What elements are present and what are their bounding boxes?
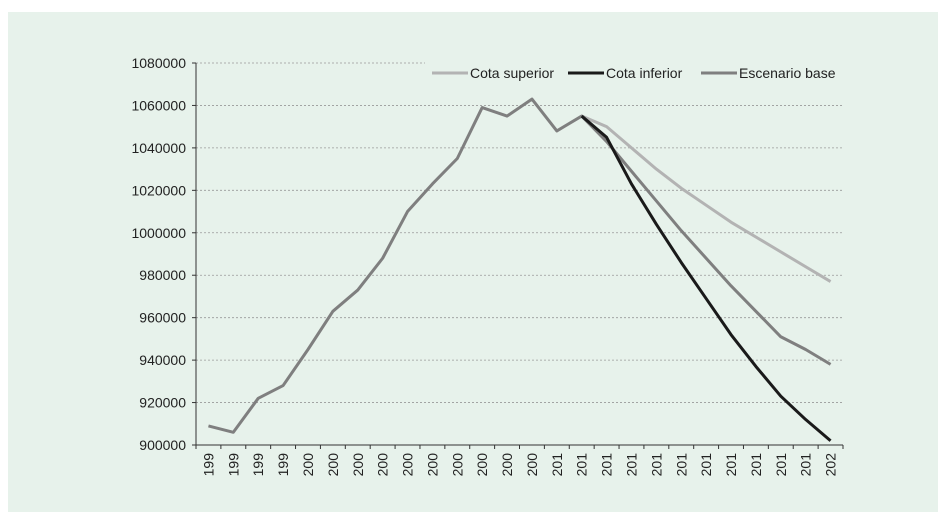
y-tick-label: 1020000 xyxy=(131,182,186,198)
y-tick-label: 960000 xyxy=(139,310,186,326)
x-tick-label: 201 xyxy=(698,453,714,477)
x-tick-label: 201 xyxy=(599,453,615,477)
y-tick-label: 1060000 xyxy=(131,97,186,113)
x-tick-label: 199 xyxy=(200,453,216,477)
series-line xyxy=(580,114,832,442)
legend-background xyxy=(425,58,845,86)
legend-label: Cota inferior xyxy=(606,65,683,81)
x-tick-label: 201 xyxy=(648,453,664,477)
x-tick-label: 200 xyxy=(400,453,416,477)
x-tick-label: 200 xyxy=(474,453,490,477)
x-tick-label: 200 xyxy=(449,453,465,477)
x-tick-label: 201 xyxy=(549,453,565,477)
x-tick-label: 200 xyxy=(499,453,515,477)
y-tick-label: 1000000 xyxy=(131,225,186,241)
x-tick-label: 199 xyxy=(225,453,241,477)
x-tick-label: 200 xyxy=(350,453,366,477)
x-tick-label: 201 xyxy=(574,453,590,477)
y-tick-label: 900000 xyxy=(139,437,186,453)
y-tick-label: 980000 xyxy=(139,267,186,283)
x-tick-label: 199 xyxy=(250,453,266,477)
x-tick-label: 200 xyxy=(300,453,316,477)
x-tick-label: 201 xyxy=(773,453,789,477)
legend-label: Cota superior xyxy=(470,65,554,81)
y-tick-label: 1080000 xyxy=(131,55,186,71)
x-tick-label: 201 xyxy=(748,453,764,477)
x-tick-label: 199 xyxy=(275,453,291,477)
series-line xyxy=(581,114,832,283)
y-tick-label: 920000 xyxy=(139,395,186,411)
x-tick-label: 200 xyxy=(524,453,540,477)
x-tick-label: 200 xyxy=(325,453,341,477)
x-tick-label: 202 xyxy=(823,453,839,477)
x-tick-label: 201 xyxy=(623,453,639,477)
x-tick-label: 200 xyxy=(424,453,440,477)
x-tick-label: 201 xyxy=(673,453,689,477)
y-tick-label: 940000 xyxy=(139,352,186,368)
x-tick-label: 201 xyxy=(798,453,814,477)
series-line xyxy=(208,97,832,434)
legend-label: Escenario base xyxy=(739,65,836,81)
chart-background xyxy=(8,12,938,512)
y-tick-label: 1040000 xyxy=(131,140,186,156)
x-tick-label: 201 xyxy=(723,453,739,477)
x-tick-label: 200 xyxy=(375,453,391,477)
